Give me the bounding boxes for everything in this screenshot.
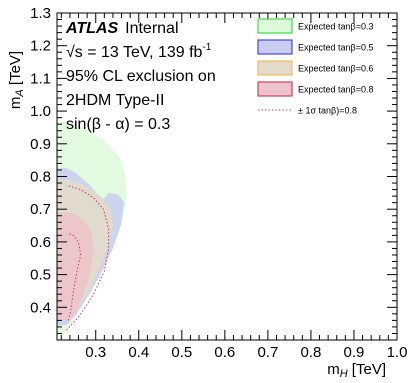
y-tick-label: 0.8 <box>30 169 51 186</box>
energy-lumi-label: √s = 13 TeV, 139 fb-1 <box>66 42 212 61</box>
legend: Expected tanβ=0.3 Expected tanβ=0.5 Expect… <box>257 18 373 116</box>
x-axis-title-unit: [TeV] <box>348 361 386 378</box>
legend-label-tanb-0.3: Expected tanβ=0.3 <box>298 22 373 32</box>
exclusion-regions <box>57 121 127 336</box>
y-tick-label: 0.7 <box>30 201 51 218</box>
x-tick-label: 0.8 <box>300 344 321 361</box>
y-tick-label: 1.2 <box>30 38 51 55</box>
atlas-experiment: ATLAS <box>65 20 118 37</box>
y-tick-label: 1.0 <box>30 103 51 120</box>
sin-beta-alpha-label: sin(β - α) = 0.3 <box>66 116 170 133</box>
model-label: 2HDM Type-II <box>66 92 164 109</box>
legend-swatch-tanb-0.3 <box>257 18 293 34</box>
y-tick-label: 0.5 <box>30 267 51 284</box>
legend-label-tanb-0.6: Expected tanβ=0.6 <box>298 64 373 74</box>
x-tick-label: 0.5 <box>171 344 192 361</box>
x-tick-label: 0.9 <box>344 344 365 361</box>
x-axis-title: mH [TeV] <box>327 361 386 380</box>
legend-label-tanb-0.5: Expected tanβ=0.5 <box>298 43 373 53</box>
y-tick-label: 1.3 <box>30 5 51 22</box>
legend-swatch-tanb-0.5 <box>257 39 293 55</box>
legend-swatch-tanb-0.6 <box>257 60 293 76</box>
x-tick-label: 0.3 <box>85 344 106 361</box>
y-axis-title: mA [TeV] <box>7 51 26 109</box>
sigma-band-outer-line <box>66 185 110 331</box>
atlas-status: Internal <box>125 20 178 37</box>
sigma-band-inner-line <box>67 233 82 321</box>
y-tick-label: 0.6 <box>30 234 51 251</box>
axis-ticks: 0.3 0.4 0.5 0.6 0.7 0.8 0.9 1.0 0.4 0.5 0.6 0.7 0.8 0… <box>30 5 407 361</box>
sigma-band <box>66 185 110 331</box>
atlas-label-block: ATLAS Internal √s = 13 TeV, 139 fb-1 95% … <box>65 20 216 133</box>
region-tanb-0.8 <box>57 212 94 321</box>
x-axis-title-sub: H <box>340 368 348 380</box>
x-tick-label: 0.7 <box>257 344 278 361</box>
energy-lumi-exponent: -1 <box>202 42 211 53</box>
legend-swatch-tanb-0.8 <box>257 81 293 97</box>
cl-label: 95% CL exclusion on <box>66 68 216 85</box>
y-axis-title-sub: A <box>14 89 26 97</box>
legend-label-tanb-0.8: Expected tanβ=0.8 <box>298 85 373 95</box>
energy-lumi-text: √s = 13 TeV, 139 fb <box>66 44 203 61</box>
y-tick-label: 0.4 <box>30 299 51 316</box>
y-tick-label: 0.9 <box>30 136 51 153</box>
y-axis-title-unit: [TeV] <box>7 51 24 89</box>
x-tick-label: 1.0 <box>387 344 408 361</box>
x-tick-label: 0.6 <box>214 344 235 361</box>
atlas-label: ATLAS Internal <box>65 20 179 37</box>
y-tick-label: 1.1 <box>30 70 51 87</box>
x-tick-label: 0.4 <box>128 344 149 361</box>
legend-label-sigma-band: ± 1σ tanβ)=0.8 <box>298 106 357 116</box>
